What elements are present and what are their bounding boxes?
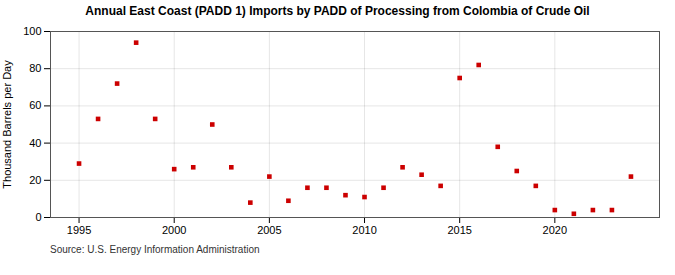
html-text:Annual East Coast (PADD 1) Imp: Annual East Coast (PADD 1) Imports by PA…	[85, 4, 590, 18]
svg-text:40: 40	[29, 137, 41, 149]
html-text:Source: U.S. Energy Informatio: Source: U.S. Energy Information Administ…	[50, 244, 260, 255]
svg-text:60: 60	[29, 99, 41, 111]
svg-text:2000: 2000	[162, 224, 186, 236]
svg-text:100: 100	[23, 25, 41, 37]
svg-text:20: 20	[29, 174, 41, 186]
svg-text:Thousand Barrels per Day: Thousand Barrels per Day	[1, 60, 13, 189]
svg-text:2010: 2010	[352, 224, 376, 236]
svg-text:1995: 1995	[67, 224, 91, 236]
svg-text:80: 80	[29, 62, 41, 74]
svg-text:0: 0	[35, 211, 41, 223]
svg-text:2005: 2005	[257, 224, 281, 236]
svg-text:2020: 2020	[543, 224, 567, 236]
svg-text:2015: 2015	[447, 224, 471, 236]
